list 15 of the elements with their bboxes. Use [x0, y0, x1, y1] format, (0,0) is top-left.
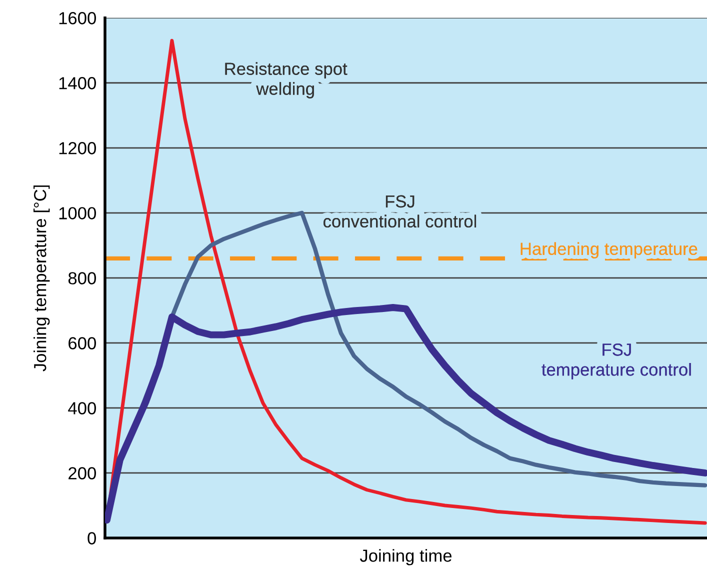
y-tick-label: 0	[88, 532, 96, 544]
y-tick-label: 400	[68, 402, 96, 414]
y-tick-label: 200	[68, 467, 96, 480]
y-tick-label: 1400	[59, 77, 96, 90]
y-tick-label: 800	[68, 272, 96, 284]
y-tick-label: 1000	[59, 207, 96, 220]
y-tick-label: 1600	[59, 12, 96, 24]
series-label: FSJ conventional control	[324, 195, 476, 228]
y-tick-label: 600	[68, 337, 96, 350]
x-axis-title: Joining time	[360, 549, 452, 566]
text: Resistance spot welding	[225, 62, 348, 98]
text: FSJ temperature control	[542, 344, 691, 380]
ref-line-label: Hardening temperature	[520, 242, 698, 258]
y-tick-label: 1200	[59, 142, 96, 154]
y-axis-title: Joining temperature [°C]	[34, 185, 50, 372]
